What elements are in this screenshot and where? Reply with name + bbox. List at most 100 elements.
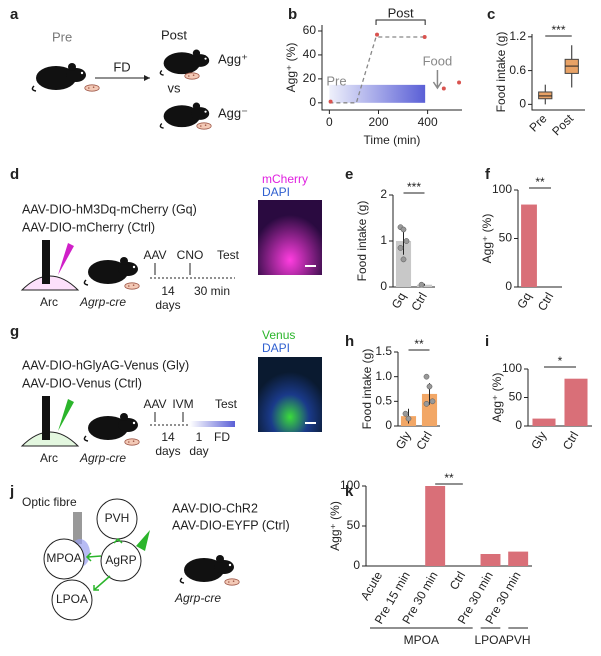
x-tick-label: Gly (393, 429, 414, 452)
panel-label: h (345, 333, 354, 350)
y-tick-label: 0.5 (375, 394, 392, 408)
food-icon (124, 438, 140, 446)
panel-label: a (10, 6, 19, 23)
panel-label: b (288, 6, 297, 23)
pre-period (329, 84, 426, 103)
fibre-label: Optic fibre (22, 495, 77, 509)
step-label: Test (215, 397, 238, 411)
step-label: AAV (143, 248, 166, 262)
pre-label: Pre (52, 29, 72, 44)
x-tick-label: Ctrl (413, 429, 434, 452)
y-tick-label: 50 (347, 518, 361, 532)
panel-label: c (487, 6, 495, 23)
food-icon (224, 578, 240, 586)
injection (58, 399, 74, 431)
x-tick-label: Ctrl (408, 290, 429, 313)
fibre (73, 512, 82, 544)
point (423, 373, 430, 380)
point (422, 34, 427, 39)
virus-label: AAV-DIO-hGlyAG-Venus (Gly) (22, 358, 189, 372)
y-tick-label: 0 (309, 95, 316, 109)
x-tick-label: 400 (418, 115, 438, 129)
post-bracket (375, 19, 426, 25)
group-label: LPOA (474, 633, 506, 647)
node-label: LPOA (56, 592, 88, 606)
interval-unit: days (155, 298, 180, 312)
group-label: PVH (506, 633, 531, 647)
y-tick-label: 50 (509, 390, 523, 404)
axis (321, 25, 462, 111)
image-label: DAPI (262, 185, 290, 199)
line (329, 36, 426, 104)
mouse-icon (179, 554, 235, 584)
point (402, 410, 409, 417)
projection (85, 552, 102, 562)
y-axis-label: Agg⁺ (%) (490, 373, 504, 423)
bar (508, 551, 529, 566)
y-tick-label: 20 (303, 71, 317, 85)
panel-label: e (345, 166, 353, 183)
interval-label: 30 min (194, 284, 230, 298)
virus-label: AAV-DIO-ChR2 (172, 501, 258, 515)
point (397, 245, 404, 251)
sig-label: *** (407, 180, 421, 194)
fd-label: FD (214, 430, 230, 444)
y-tick-label: 1.5 (375, 344, 392, 358)
interval-label: 1 (196, 430, 203, 444)
y-tick-label: 0 (353, 558, 360, 572)
x-tick-label: Gq (389, 290, 409, 311)
point (403, 238, 410, 244)
y-axis-label: Agg⁺ (%) (480, 214, 494, 264)
virus-label: AAV-DIO-EYFP (Ctrl) (172, 518, 290, 532)
y-tick-label: 0 (385, 418, 392, 432)
axis (365, 486, 532, 567)
y-axis-label: Food intake (g) (355, 201, 369, 282)
bar (395, 241, 412, 287)
panel-label: g (10, 323, 19, 340)
interval-unit: day (189, 444, 208, 458)
mouse-label: Agrp-cre (79, 451, 126, 465)
y-tick-label: 100 (340, 478, 360, 492)
point (400, 226, 407, 233)
bar (564, 378, 588, 426)
sig-label: *** (551, 23, 565, 37)
y-tick-label: 0 (505, 279, 512, 293)
x-tick-label: Pre (527, 111, 550, 134)
fibre (42, 396, 50, 440)
injection (58, 243, 74, 275)
vs-label: vs (168, 80, 182, 95)
mouse-label: Agrp-cre (79, 295, 126, 309)
point (375, 32, 380, 37)
micrograph (258, 357, 322, 432)
panel-label: f (485, 166, 491, 183)
food-icon (184, 72, 200, 80)
y-axis-label: Food intake (g) (494, 32, 508, 113)
post-label: Post (161, 27, 187, 42)
box (538, 91, 553, 100)
y-tick-label: 0 (380, 279, 387, 293)
sig-label: ** (444, 471, 454, 485)
x-tick-label: Gly (528, 429, 549, 452)
annotation: Post (388, 5, 414, 20)
step-label: AAV (143, 397, 166, 411)
bar (480, 554, 501, 566)
x-tick-label: 0 (326, 115, 333, 129)
annotation: Food (423, 53, 453, 68)
point (400, 256, 407, 263)
mouse-icon (31, 62, 87, 92)
virus-label: AAV-DIO-hM3Dq-mCherry (Gq) (22, 202, 197, 216)
y-tick-label: 100 (492, 182, 512, 196)
y-tick-label: 100 (502, 361, 522, 375)
point (426, 383, 433, 390)
step-label: Test (217, 248, 240, 262)
node-label: PVH (105, 511, 130, 525)
y-tick-label: 40 (303, 47, 317, 61)
food-icon (196, 122, 212, 130)
fibre (42, 240, 50, 284)
node (43, 538, 85, 580)
point (457, 80, 462, 85)
point (328, 99, 333, 104)
axis (531, 34, 585, 111)
mouse-icon (83, 412, 139, 442)
